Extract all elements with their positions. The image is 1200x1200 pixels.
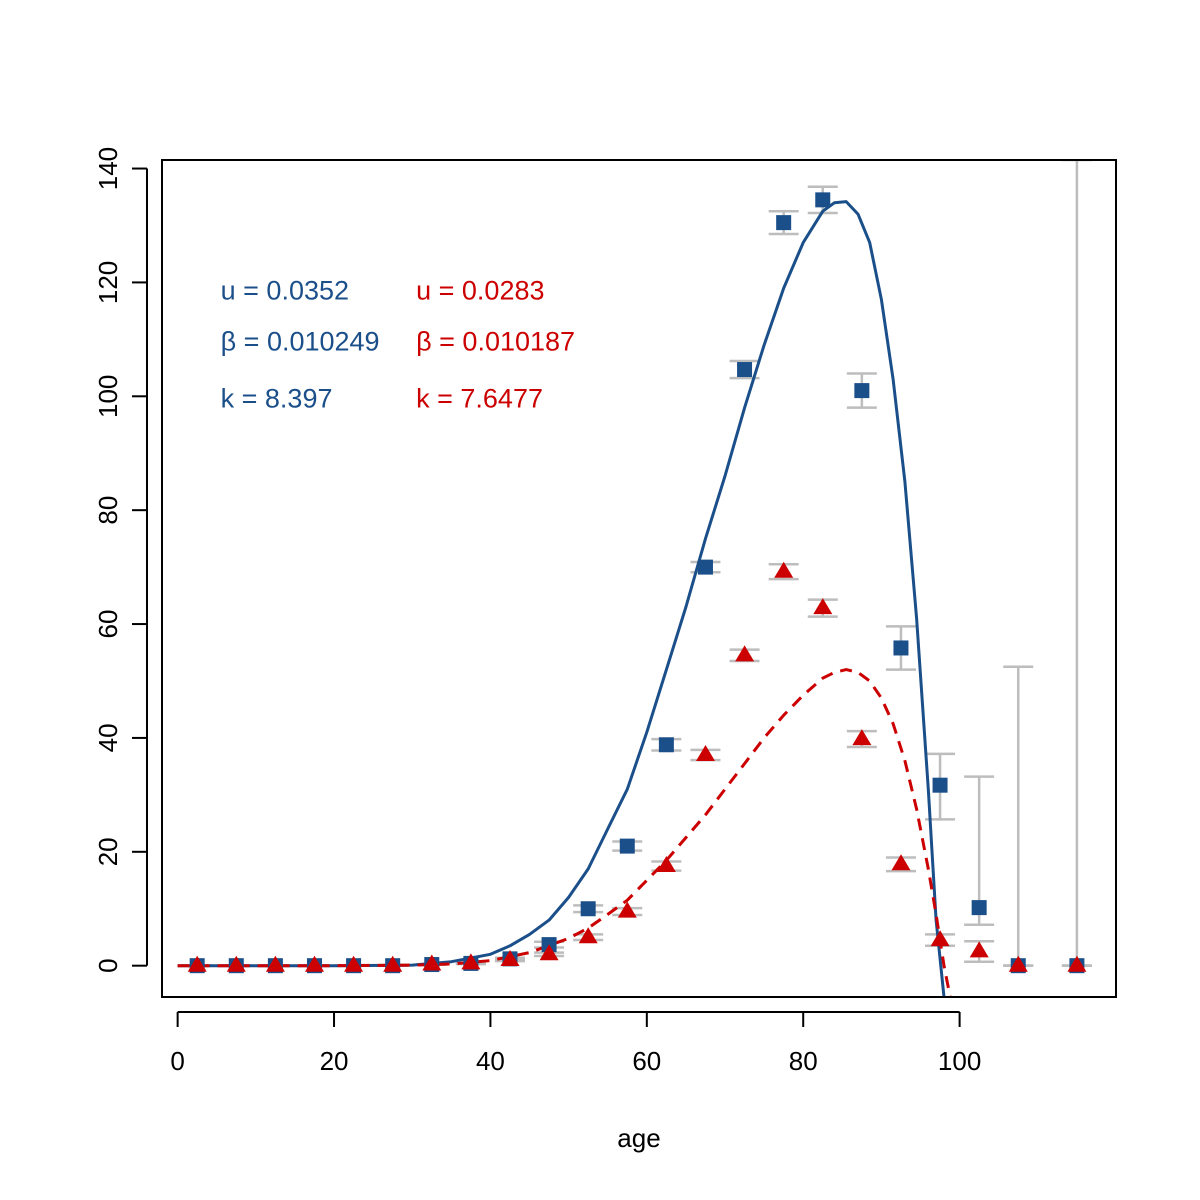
- data-point-triangle: [774, 561, 794, 578]
- x-tick-label: 60: [632, 1046, 661, 1076]
- x-tick-label: 80: [789, 1046, 818, 1076]
- plot-frame: [161, 159, 1117, 998]
- data-point-triangle: [930, 930, 950, 947]
- y-tick-label: 120: [93, 261, 123, 304]
- x-tick-label: 100: [938, 1046, 981, 1076]
- data-point-triangle: [226, 955, 246, 972]
- annotation-text: k = 7.6477: [416, 384, 543, 414]
- data-point-triangle: [500, 950, 520, 966]
- annotation-text: u = 0.0283: [416, 276, 544, 306]
- data-point-square: [737, 362, 753, 378]
- y-tick-label: 40: [93, 723, 123, 752]
- data-point-triangle: [187, 955, 207, 972]
- y-tick-label: 60: [93, 610, 123, 639]
- annotation-layer: u = 0.0352 β = 0.010249 k = 8.397 u = 0.028…: [221, 276, 575, 414]
- y-tick-label: 80: [93, 496, 123, 525]
- axes-layer: 0 20 40 60 80 100 0 20 40 60 80 100 120 140: [93, 147, 981, 1076]
- data-point-triangle: [344, 955, 364, 972]
- data-point-square: [893, 640, 909, 656]
- data-point-triangle: [539, 944, 559, 961]
- data-point-triangle: [383, 955, 403, 972]
- data-point-triangle: [891, 854, 911, 871]
- data-point-triangle: [422, 954, 442, 971]
- data-point-triangle: [696, 745, 715, 761]
- data-point-triangle: [656, 856, 676, 872]
- data-point-triangle: [265, 955, 285, 972]
- data-point-triangle: [852, 729, 872, 746]
- y-tick-label: 140: [93, 147, 123, 190]
- data-point-triangle: [813, 598, 833, 615]
- annotation-text: β = 0.010249: [221, 327, 380, 357]
- data-point-square: [697, 559, 713, 575]
- data-point-triangle: [578, 927, 598, 944]
- data-point-triangle: [305, 955, 324, 972]
- y-tick-label: 100: [93, 375, 123, 418]
- data-point-square: [971, 900, 987, 916]
- data-point-triangle: [1008, 955, 1028, 972]
- x-tick-label: 40: [476, 1046, 505, 1076]
- data-point-square: [854, 383, 870, 399]
- y-tick-label: 20: [93, 837, 123, 866]
- annotation-text: β = 0.010187: [416, 327, 575, 357]
- fit-curve-blue: [177, 200, 946, 997]
- x-axis-title: age: [617, 1123, 660, 1153]
- data-point-square: [776, 215, 792, 231]
- data-point-square: [658, 737, 674, 753]
- data-point-triangle: [1067, 955, 1087, 972]
- data-point-triangle: [461, 953, 481, 970]
- plot-area: [177, 160, 1092, 997]
- series-layer: [177, 160, 1092, 997]
- data-point-triangle: [617, 901, 637, 918]
- x-tick-label: 20: [320, 1046, 349, 1076]
- data-point-triangle: [735, 645, 755, 662]
- data-point-triangle: [969, 941, 989, 958]
- data-point-square: [619, 838, 635, 854]
- data-point-square: [815, 192, 831, 208]
- y-tick-label: 0: [93, 958, 123, 972]
- annotation-text: u = 0.0352: [221, 276, 349, 306]
- x-tick-label: 0: [170, 1046, 184, 1076]
- data-point-square: [580, 901, 596, 917]
- data-point-square: [932, 777, 948, 793]
- annotation-text: k = 8.397: [221, 384, 333, 414]
